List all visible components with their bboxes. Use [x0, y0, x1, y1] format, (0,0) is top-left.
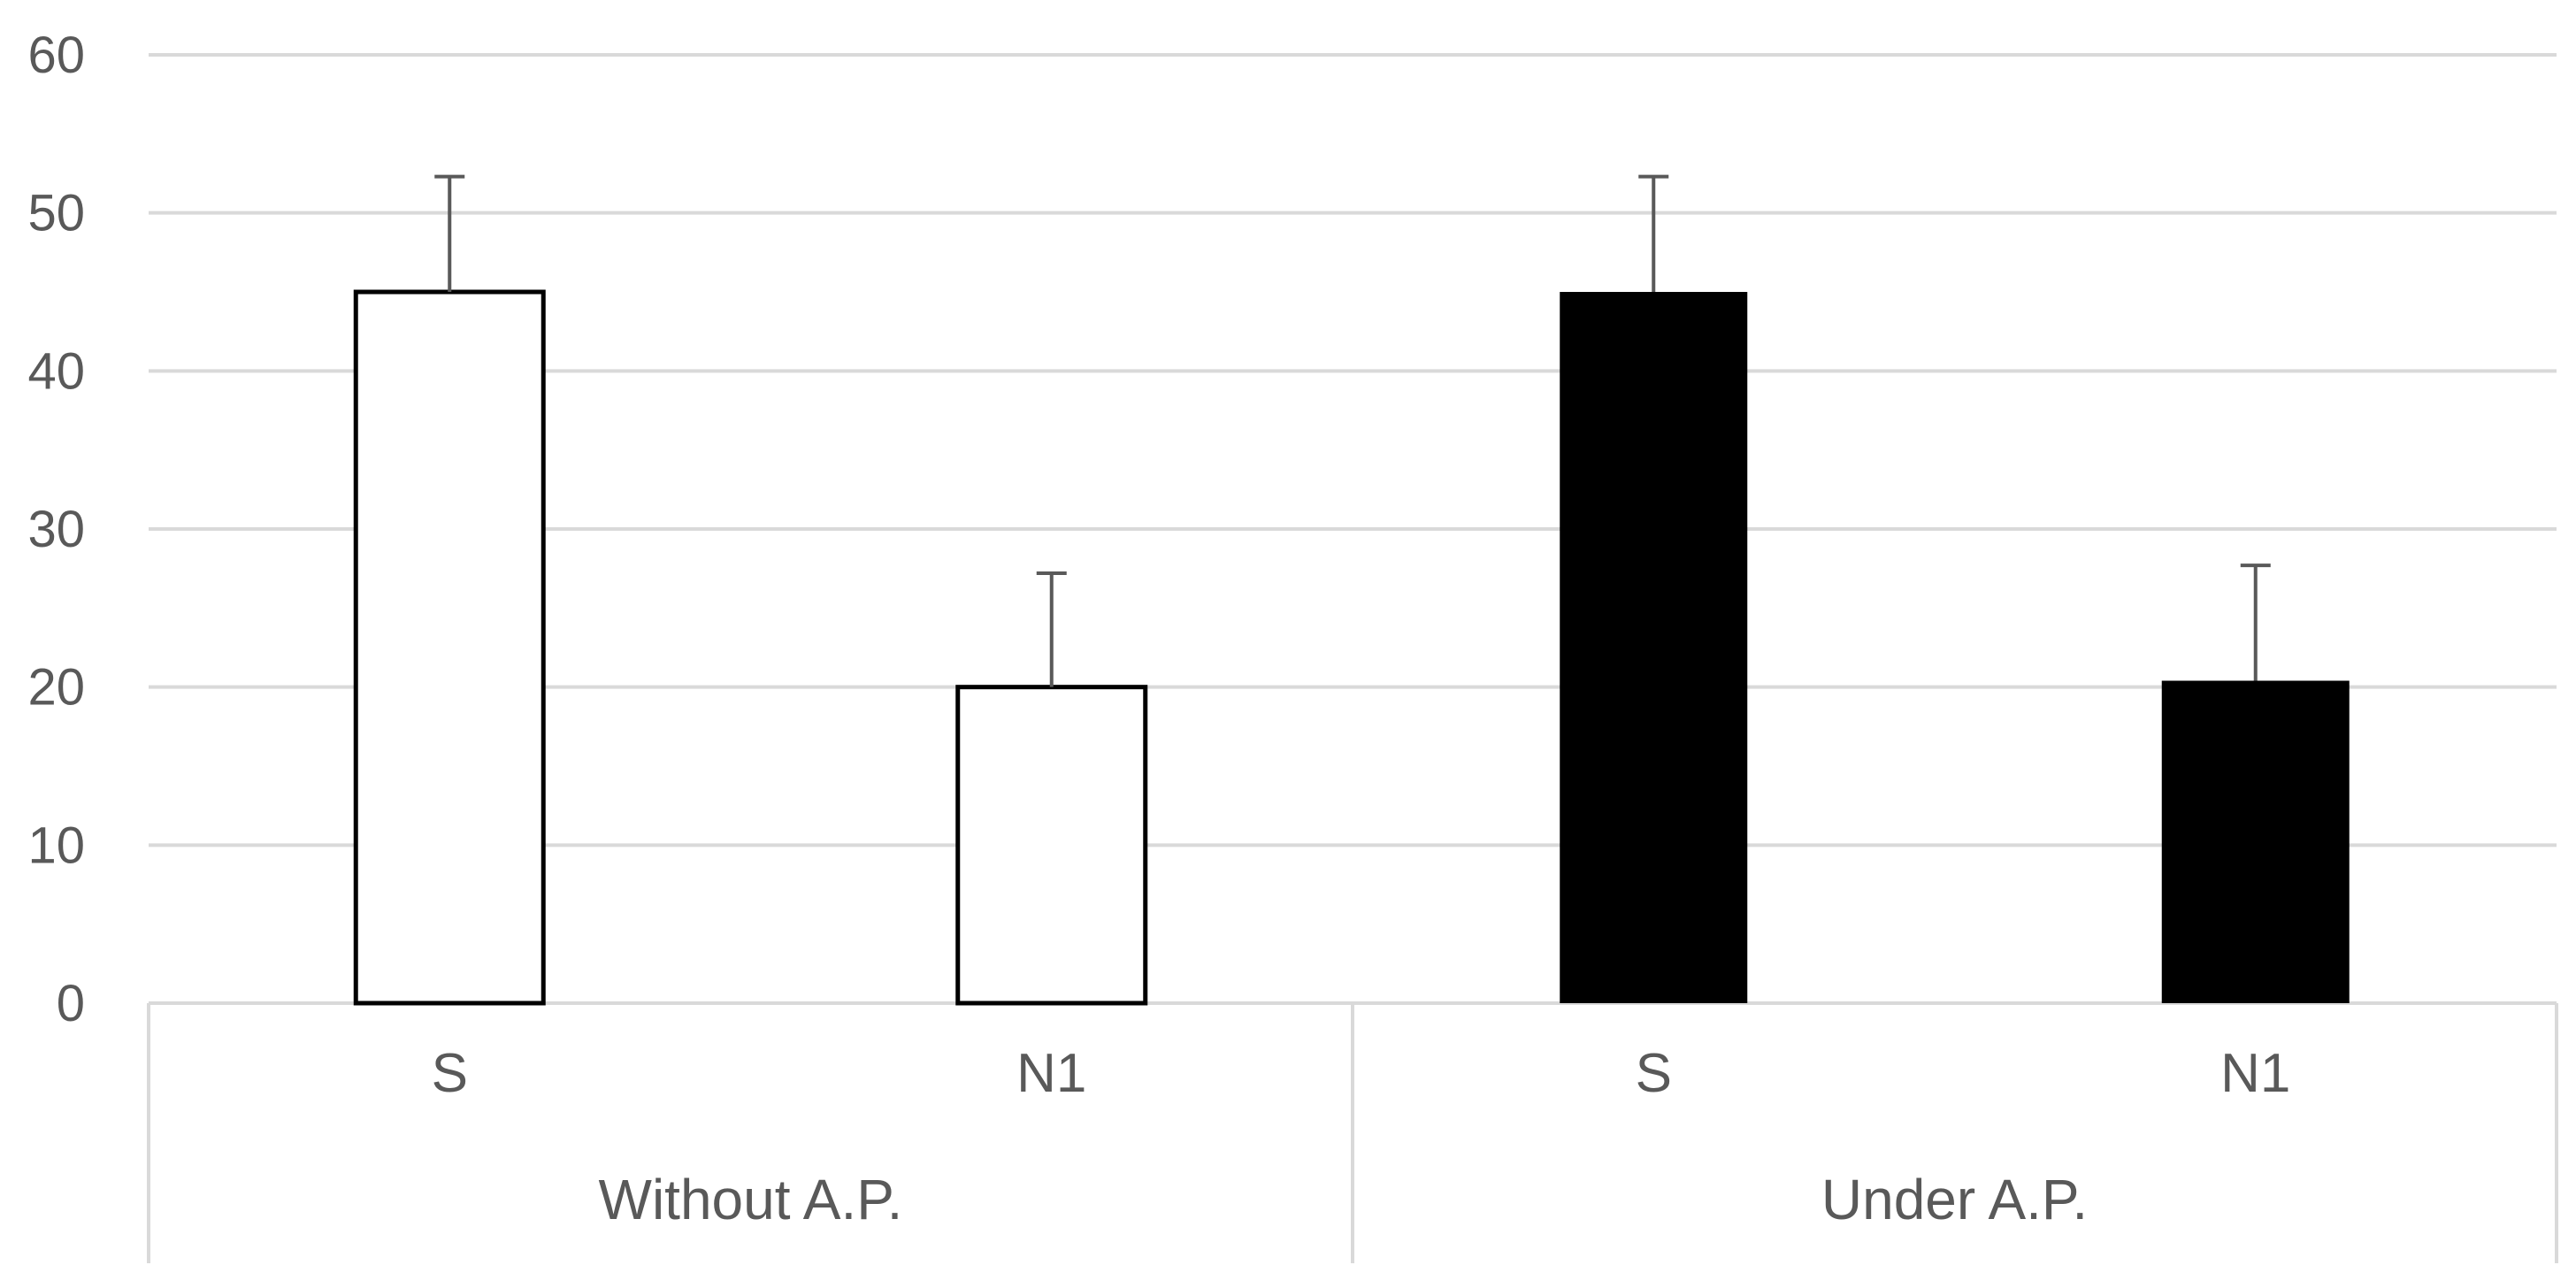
y-tick-label: 40	[27, 342, 85, 400]
x-category-label: N1	[1016, 1043, 1086, 1104]
bar-s-without-ap	[353, 289, 546, 1006]
gridlines	[149, 53, 2557, 847]
axis-labels: 0 10 20 30 40 50 60 S N1 Without A.P. S N1 Under A.P…	[27, 27, 2290, 1231]
x-category-label: S	[1636, 1043, 1672, 1104]
x-group-label: Under A.P.	[1821, 1168, 2088, 1231]
category-axis	[147, 1001, 2558, 1263]
y-tick-label: 60	[27, 27, 85, 84]
x-group-label: Without A.P.	[599, 1168, 903, 1231]
x-category-label: S	[432, 1043, 468, 1104]
y-tick-label: 10	[27, 816, 85, 874]
y-tick-label: 50	[27, 185, 85, 242]
bars	[353, 289, 2350, 1006]
bar-n1-under-ap	[2161, 680, 2350, 1003]
bar-n1-without-ap	[955, 685, 1148, 1006]
y-tick-label: 30	[27, 501, 85, 558]
bar-s-under-ap	[1560, 292, 1748, 1003]
error-bars	[434, 174, 2271, 687]
y-tick-label: 0	[57, 975, 85, 1032]
y-tick-label: 20	[27, 659, 85, 717]
x-category-label: N1	[2220, 1043, 2290, 1104]
